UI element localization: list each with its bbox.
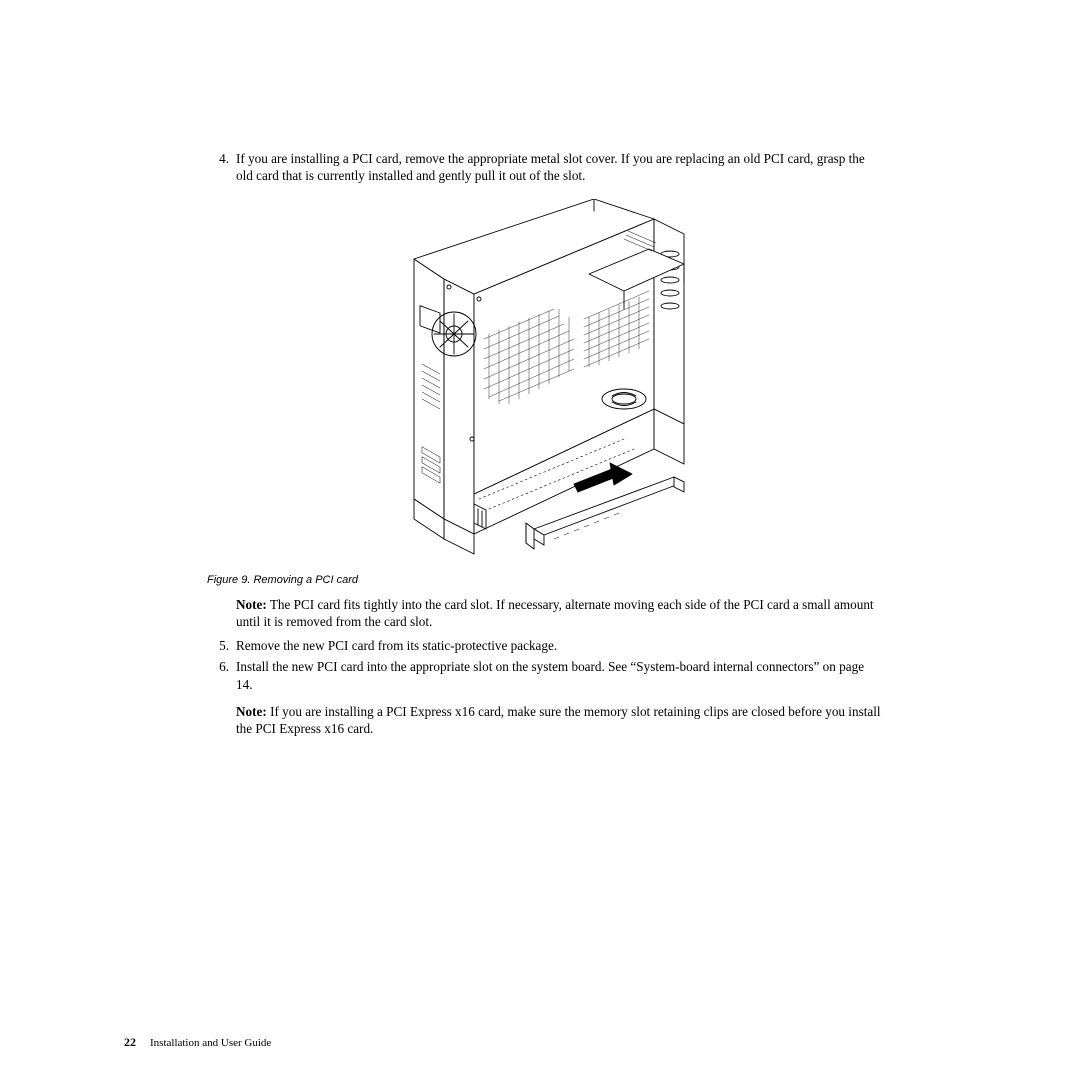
- note-2-text: If you are installing a PCI Express x16 …: [236, 704, 881, 736]
- figure-9-caption: Figure 9. Removing a PCI card: [207, 574, 881, 586]
- footer-title: Installation and User Guide: [150, 1037, 271, 1049]
- step-5-text: Remove the new PCI card from its static-…: [236, 637, 881, 654]
- step-5-number: 5.: [207, 637, 236, 654]
- note-1-text: The PCI card fits tightly into the card …: [236, 597, 874, 629]
- page-number: 22: [124, 1035, 136, 1049]
- step-6-number: 6.: [207, 658, 236, 693]
- page-footer: 22 Installation and User Guide: [124, 1035, 271, 1050]
- note-1: Note: The PCI card fits tightly into the…: [207, 596, 881, 631]
- figure-9: [207, 199, 881, 564]
- step-6: 6. Install the new PCI card into the app…: [207, 658, 881, 693]
- note-2: Note: If you are installing a PCI Expres…: [207, 703, 881, 738]
- step-6-text: Install the new PCI card into the approp…: [236, 658, 881, 693]
- step-4: 4. If you are installing a PCI card, rem…: [207, 150, 881, 185]
- note-2-label: Note:: [236, 704, 267, 719]
- step-4-number: 4.: [207, 150, 236, 185]
- note-1-label: Note:: [236, 597, 267, 612]
- step-4-text: If you are installing a PCI card, remove…: [236, 150, 881, 185]
- step-5: 5. Remove the new PCI card from its stat…: [207, 637, 881, 654]
